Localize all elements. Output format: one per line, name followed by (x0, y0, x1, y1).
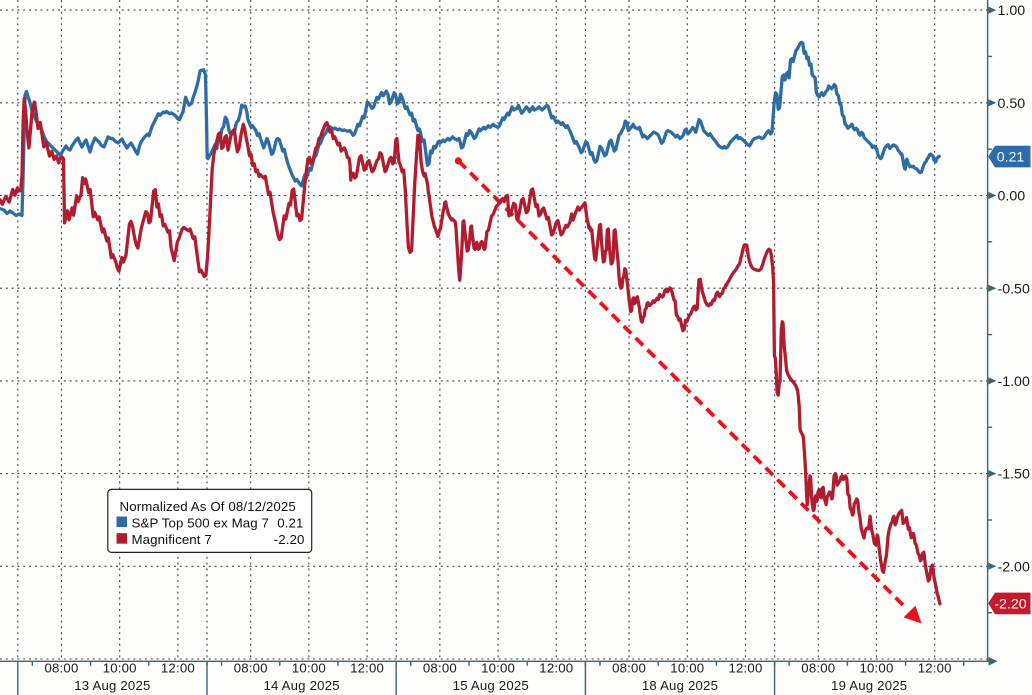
svg-text:08:00: 08:00 (801, 661, 835, 676)
svg-text:10:00: 10:00 (670, 661, 704, 676)
svg-text:18 Aug 2025: 18 Aug 2025 (642, 678, 718, 693)
svg-text:08:00: 08:00 (234, 661, 268, 676)
svg-text:Normalized As Of 08/12/2025: Normalized As Of 08/12/2025 (120, 499, 296, 514)
svg-text:14 Aug 2025: 14 Aug 2025 (263, 678, 339, 693)
svg-text:S&P Top 500 ex Mag 7: S&P Top 500 ex Mag 7 (132, 516, 270, 531)
svg-text:0.21: 0.21 (997, 150, 1025, 166)
svg-text:-1.00: -1.00 (998, 374, 1030, 390)
svg-text:12:00: 12:00 (728, 661, 762, 676)
svg-text:19 Aug 2025: 19 Aug 2025 (831, 678, 907, 693)
svg-text:10:00: 10:00 (481, 661, 515, 676)
svg-text:-2.20: -2.20 (274, 532, 305, 547)
svg-text:10:00: 10:00 (103, 661, 137, 676)
svg-text:Magnificent 7: Magnificent 7 (132, 532, 212, 547)
svg-text:13 Aug 2025: 13 Aug 2025 (74, 678, 150, 693)
svg-text:-2.20: -2.20 (994, 596, 1026, 612)
svg-text:08:00: 08:00 (423, 661, 457, 676)
svg-text:-1.50: -1.50 (998, 467, 1030, 483)
svg-text:15 Aug 2025: 15 Aug 2025 (453, 678, 529, 693)
svg-text:0.50: 0.50 (998, 96, 1026, 112)
svg-text:10:00: 10:00 (859, 661, 893, 676)
svg-text:1.00: 1.00 (998, 3, 1026, 19)
svg-text:-2.00: -2.00 (998, 559, 1030, 575)
svg-text:12:00: 12:00 (161, 661, 195, 676)
svg-text:12:00: 12:00 (539, 661, 573, 676)
svg-text:12:00: 12:00 (350, 661, 384, 676)
svg-text:08:00: 08:00 (612, 661, 646, 676)
svg-text:08:00: 08:00 (44, 661, 78, 676)
svg-text:10:00: 10:00 (292, 661, 326, 676)
svg-text:0.00: 0.00 (998, 189, 1026, 205)
svg-text:-0.50: -0.50 (998, 281, 1030, 297)
svg-text:0.21: 0.21 (277, 516, 303, 531)
svg-text:12:00: 12:00 (918, 661, 952, 676)
